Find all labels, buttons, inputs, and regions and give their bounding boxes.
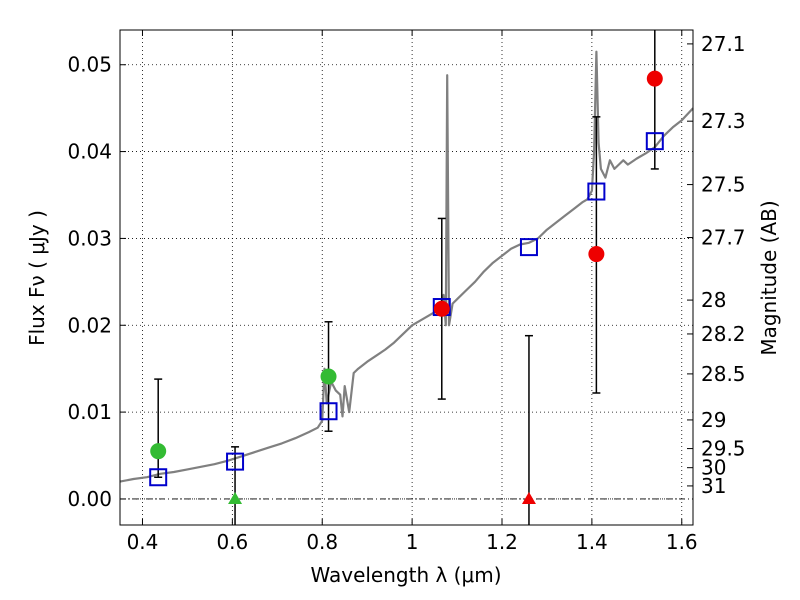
magnitude-tick-label: 29 <box>701 408 726 432</box>
y-axis-label-right: Magnitude (AB) <box>757 200 781 355</box>
magnitude-tick-label: 31 <box>701 474 726 498</box>
magnitude-tick-label: 27.3 <box>701 109 746 133</box>
magnitude-tick-label: 27.1 <box>701 32 746 56</box>
model-spectrum <box>119 50 694 483</box>
magnitude-tick-label: 30 <box>701 456 726 480</box>
upper-limit-triangle <box>521 491 536 504</box>
observed-point-circle <box>646 70 663 87</box>
x-tick-label: 1.4 <box>576 530 608 554</box>
plot-frame <box>119 29 694 526</box>
x-tick-labels: 0.4 0.6 0.8 1 1.2 1.4 1.6 <box>127 530 698 554</box>
observed-point-circle <box>320 368 337 385</box>
x-axis-label: Wavelength λ (μm) <box>310 563 501 587</box>
y-tick-label: 0.02 <box>67 313 112 337</box>
x-tick-label: 0.8 <box>306 530 338 554</box>
x-tick-label: 0.4 <box>127 530 159 554</box>
grid <box>120 30 693 525</box>
y-tick-labels: 0.00 0.01 0.02 0.03 0.04 0.05 <box>67 53 112 511</box>
observed-point-circle <box>433 300 450 317</box>
magnitude-tick-label: 28.2 <box>701 322 746 346</box>
x-tick-label: 1.6 <box>666 530 698 554</box>
y-axis-label: Flux Fν ( μJy ) <box>25 210 49 346</box>
y-tick-label: 0.04 <box>67 140 112 164</box>
magnitude-tick-label: 27.5 <box>701 173 746 197</box>
y-tick-label: 0.01 <box>67 400 112 424</box>
y-tick-label: 0.03 <box>67 226 112 250</box>
magnitude-tick-label: 28 <box>701 288 726 312</box>
x-tick-label: 1 <box>406 530 419 554</box>
model-photometry-square <box>149 468 168 487</box>
model-photometry-square <box>645 132 664 151</box>
x-tick-label: 0.6 <box>216 530 248 554</box>
x-tick-label: 1.2 <box>486 530 518 554</box>
observed-point-circle <box>150 443 167 460</box>
model-photometry-square <box>587 182 606 201</box>
model-photometry-square <box>319 402 338 421</box>
y-tick-label: 0.00 <box>67 487 112 511</box>
data-markers <box>149 70 664 504</box>
magnitude-tick-label: 27.7 <box>701 226 746 250</box>
magnitude-tick-label: 28.5 <box>701 362 746 386</box>
spectrum-line <box>119 50 694 483</box>
model-photometry-square <box>226 452 245 471</box>
axis-ticks <box>120 30 693 525</box>
y-tick-label: 0.05 <box>67 53 112 77</box>
upper-limit-triangle <box>228 491 243 504</box>
model-photometry-square <box>519 238 538 257</box>
magnitude-tick-label: 29.5 <box>701 437 746 461</box>
observed-point-circle <box>588 246 605 263</box>
